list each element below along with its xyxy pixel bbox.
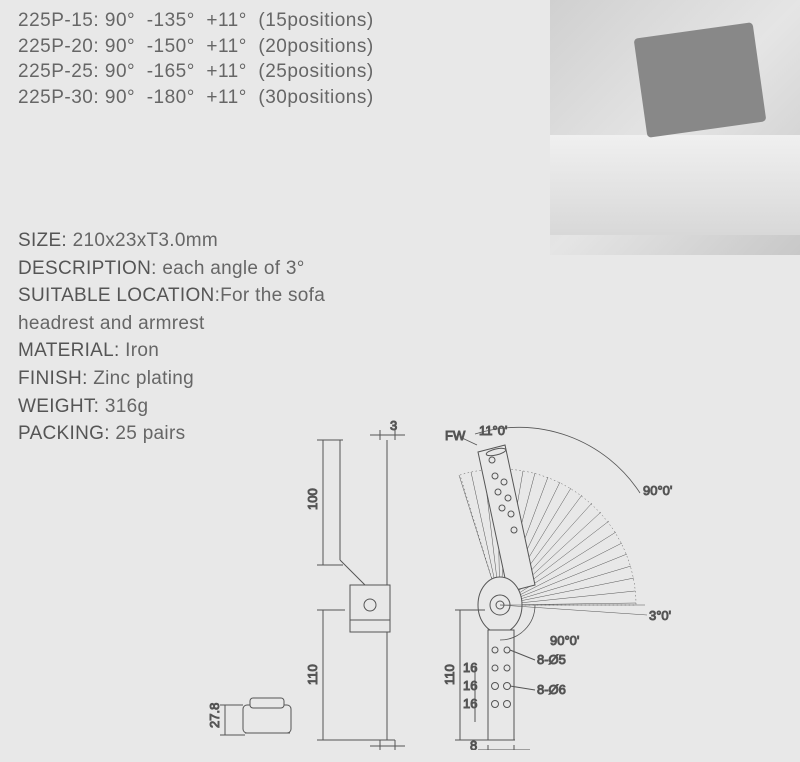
svg-text:16: 16 [463,678,477,693]
svg-text:27.8: 27.8 [207,703,222,728]
svg-text:16: 16 [463,660,477,675]
material-value: Iron [120,340,160,361]
material-label: MATERIAL: [18,340,120,361]
model-row: 225P-20: 90° -150° +11° (20positions) [18,34,374,60]
model-list: 225P-15: 90° -135° +11° (15positions) 22… [18,8,374,111]
packing-value: 25 pairs [110,423,186,444]
svg-text:8: 8 [470,738,477,750]
svg-text:110: 110 [442,664,457,685]
model-row: 225P-15: 90° -135° +11° (15positions) [18,8,374,34]
svg-text:110: 110 [305,664,320,685]
finish-label: FINISH: [18,368,88,389]
weight-value: 316g [99,396,148,417]
svg-text:3: 3 [390,748,397,750]
svg-text:3°0': 3°0' [649,608,671,623]
location-label: SUITABLE LOCATION [18,285,215,306]
svg-text:90°0': 90°0' [643,483,672,498]
svg-text:11°0': 11°0' [479,423,507,438]
model-row: 225P-25: 90° -165° +11° (25positions) [18,59,374,85]
svg-text:8-Ø6: 8-Ø6 [537,682,566,697]
svg-text:3: 3 [390,420,397,433]
description-label: DESCRIPTION [18,258,151,279]
location-line2: headrest and armrest [18,313,205,334]
specifications: SIZE: 210x23xT3.0mm DESCRIPTION: each an… [18,228,325,449]
description-value: : each angle of 3° [151,258,305,279]
svg-text:8-Ø5: 8-Ø5 [537,652,566,667]
finish-value: Zinc plating [88,368,194,389]
location-value: :For the sofa [215,285,326,306]
product-photo [550,0,800,255]
svg-text:FW: FW [445,428,466,443]
size-label: SIZE: [18,230,67,251]
model-row: 225P-30: 90° -180° +11° (30positions) [18,85,374,111]
svg-text:90°0': 90°0' [550,633,579,648]
weight-label: WEIGHT: [18,396,99,417]
svg-text:100: 100 [305,488,320,510]
svg-text:16: 16 [463,696,477,711]
technical-diagram: 3 100 110 3 [195,420,695,750]
size-value: 210x23xT3.0mm [67,230,218,251]
packing-label: PACKING: [18,423,110,444]
